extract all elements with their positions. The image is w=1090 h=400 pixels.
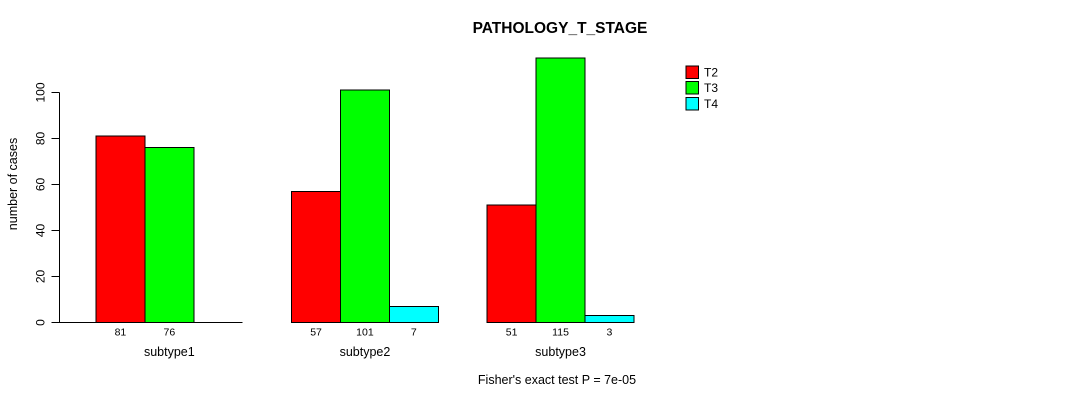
- bar-t3-subtype1: [144, 147, 195, 323]
- bar-value-label: 51: [506, 327, 518, 339]
- chart-title: PATHOLOGY_T_STAGE: [473, 20, 648, 37]
- bar-value-label: 101: [356, 327, 374, 339]
- bar-value-label: 115: [552, 327, 569, 339]
- legend-swatch-t3: [685, 81, 699, 95]
- legend-swatch-t2: [685, 65, 699, 79]
- bar-groups: 81 76 subtype1 57 101 7 subtype2 51 115 3 subtype3: [59, 57, 635, 359]
- bar-t4-subtype3: [584, 315, 635, 324]
- bar-t2-subtype3: [486, 204, 537, 323]
- y-axis: 0 20 40 60 80 100: [34, 82, 60, 326]
- bar-value-label: 7: [411, 327, 417, 339]
- bar-t3-subtype2: [340, 89, 390, 323]
- y-tick-label: 80: [34, 132, 48, 146]
- y-tick-label: 60: [34, 178, 48, 192]
- y-axis-title: number of cases: [6, 138, 20, 230]
- bar-value-label: 3: [607, 327, 613, 339]
- bar-t2-subtype1: [95, 135, 146, 323]
- bar-value-label: 81: [115, 327, 127, 339]
- bar-t4-subtype2: [388, 305, 439, 323]
- legend-label-t2: T2: [704, 66, 718, 80]
- footnote: Fisher's exact test P = 7e-05: [478, 373, 636, 387]
- bar-t2-subtype2: [291, 190, 342, 323]
- legend-label-t4: T4: [704, 97, 718, 111]
- y-tick-label: 0: [34, 319, 48, 326]
- y-tick-label: 100: [34, 82, 48, 102]
- bar-value-label: 57: [310, 327, 322, 339]
- y-tick-label: 20: [34, 270, 48, 284]
- y-tick-label: 40: [34, 224, 48, 238]
- category-label: subtype2: [340, 345, 391, 359]
- legend-label-t3: T3: [704, 81, 718, 95]
- legend-swatch-t4: [685, 96, 699, 111]
- category-label: subtype1: [144, 345, 195, 359]
- bar-value-label: 76: [164, 327, 176, 339]
- bar-t3-subtype3: [535, 57, 586, 323]
- category-label: subtype3: [535, 345, 586, 359]
